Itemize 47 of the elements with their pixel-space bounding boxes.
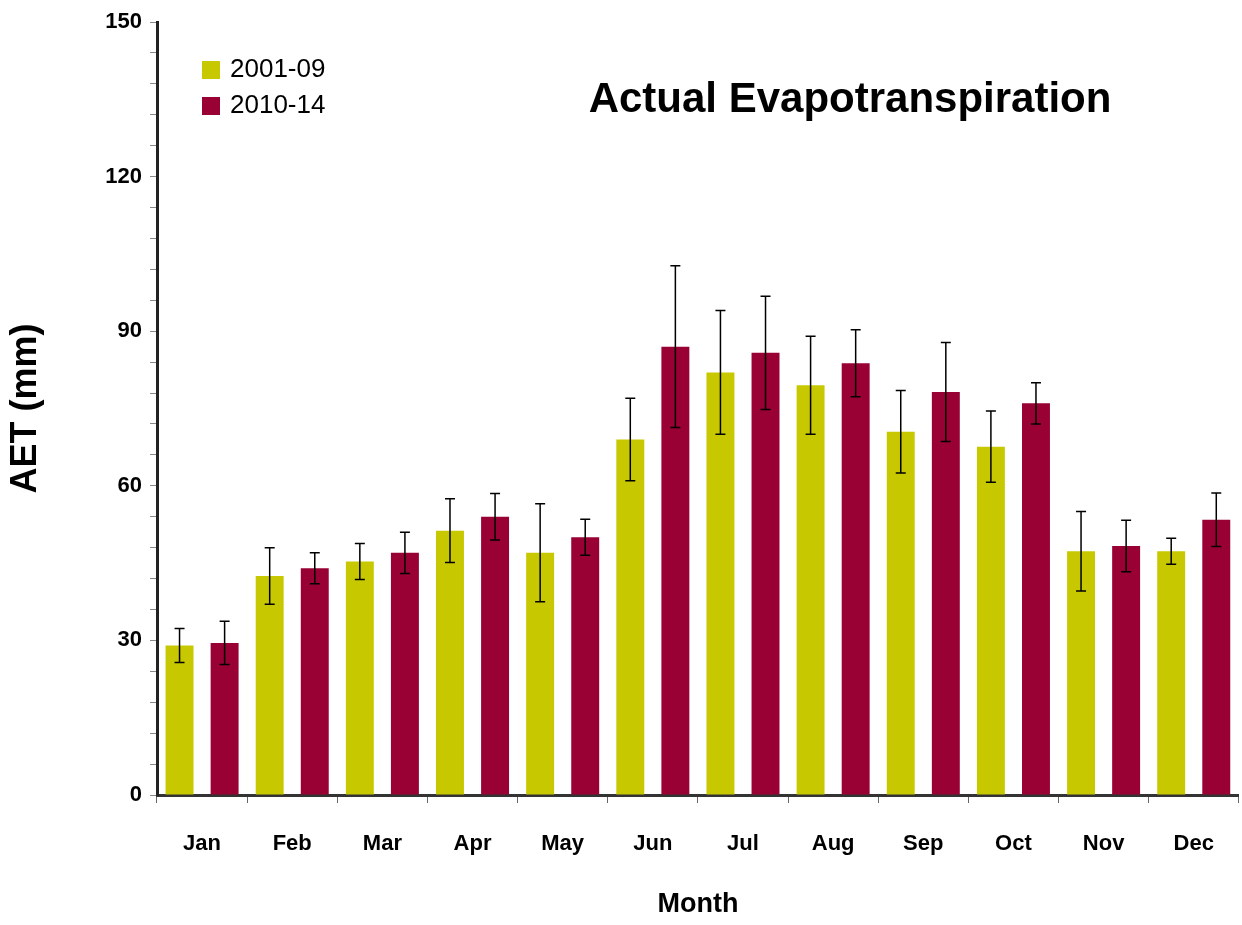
bar [616,439,645,795]
x-tick-label: May [541,830,585,856]
legend-label: 2001-09 [230,53,326,84]
y-tick-label: 60 [117,471,142,497]
x-tick-label: Nov [1082,830,1126,856]
bar [481,516,510,795]
bar [751,352,780,795]
bar [255,575,284,795]
bar [345,561,374,795]
text: Actual Evapotranspiration [588,73,1112,121]
bar [571,537,600,795]
y-tick-label: 150 [105,8,142,34]
bar [841,363,870,795]
y-tick-label: 90 [117,317,142,343]
x-axis-title: Month [657,888,739,919]
y-tick-label: 30 [117,626,142,652]
bar [526,552,555,795]
x-tick-label: Feb [272,830,312,856]
bar [1022,403,1050,795]
x-tick-label: Dec [1173,830,1214,856]
bar [661,346,690,795]
bar [1202,519,1231,795]
x-tick-label: Mar [362,830,403,856]
bar [931,392,960,795]
bar [706,372,735,795]
bar [886,431,915,795]
bar [976,446,1005,795]
x-tick-label: Apr [453,830,492,856]
y-tick-label: 0 [129,781,142,807]
bar [165,645,194,795]
bar [796,385,825,795]
x-tick-label: Jan [183,830,222,856]
bar [1112,546,1141,795]
x-tick-label: Jun [633,830,673,856]
x-tick-label: Oct [995,830,1033,856]
x-tick-label: Aug [811,830,855,856]
legend-label: 2010-14 [230,89,326,120]
bar [210,642,239,795]
y-tick-label: 120 [105,162,142,188]
bar [390,552,419,795]
bar [1067,551,1096,795]
x-tick-label: Jul [727,830,759,856]
bar [1157,551,1186,795]
x-tick-label: Sep [903,830,944,856]
y-axis-title: AET (mm) [2,323,44,494]
bar [436,530,464,795]
bar [300,568,329,795]
